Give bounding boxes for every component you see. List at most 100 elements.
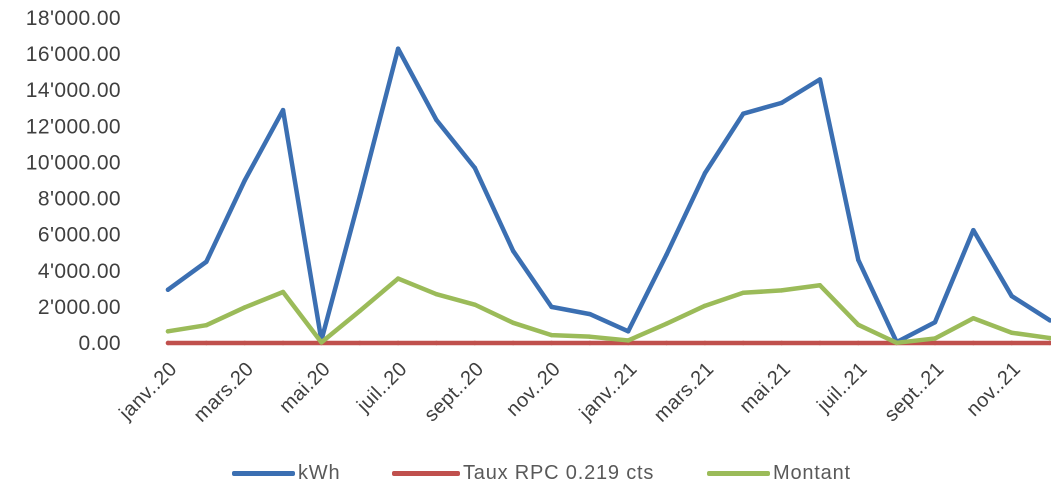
data-point-kwh xyxy=(664,252,669,257)
y-tick-label: 18'000.00 xyxy=(26,7,121,30)
data-point-kwh xyxy=(856,257,861,263)
data-point-taux-rpc-0-219-cts xyxy=(779,340,784,346)
y-tick-label: 4'000.00 xyxy=(38,260,121,283)
legend-label-montant: Montant xyxy=(773,461,851,484)
data-point-montant xyxy=(741,290,746,295)
y-tick-label: 8'000.00 xyxy=(38,188,121,211)
data-point-taux-rpc-0-219-cts xyxy=(280,340,286,346)
data-point-kwh xyxy=(779,100,784,106)
x-tick-label: mars.20 xyxy=(190,358,259,427)
data-point-montant xyxy=(1009,330,1014,335)
data-point-kwh xyxy=(817,77,823,82)
y-tick-label: 0.00 xyxy=(79,332,121,355)
data-point-montant xyxy=(971,316,976,321)
data-point-montant xyxy=(510,320,516,326)
data-point-montant xyxy=(817,283,823,288)
legend: kWh Taux RPC 0.219 cts Montant xyxy=(0,458,1051,488)
data-point-kwh xyxy=(204,259,209,264)
data-point-kwh xyxy=(702,171,708,176)
y-tick-label: 6'000.00 xyxy=(38,224,121,247)
data-point-montant xyxy=(357,308,362,314)
data-point-taux-rpc-0-219-cts xyxy=(664,340,669,346)
data-point-montant xyxy=(587,334,593,339)
x-tick-label: juil..20 xyxy=(352,358,411,417)
data-point-kwh xyxy=(932,320,938,325)
data-point-kwh xyxy=(165,287,171,292)
data-point-taux-rpc-0-219-cts xyxy=(587,340,593,346)
data-point-montant xyxy=(434,291,439,297)
data-point-taux-rpc-0-219-cts xyxy=(856,340,861,346)
legend-label-taux-rpc: Taux RPC 0.219 cts xyxy=(463,461,655,484)
legend-swatch-kwh xyxy=(232,470,295,476)
x-tick-label: sept..21 xyxy=(880,358,948,426)
data-point-montant xyxy=(894,340,899,345)
data-point-taux-rpc-0-219-cts xyxy=(434,340,439,346)
data-point-kwh xyxy=(549,304,554,310)
data-point-taux-rpc-0-219-cts xyxy=(395,340,401,346)
x-tick-label: mai.21 xyxy=(735,358,795,418)
data-point-montant xyxy=(472,302,477,307)
data-point-montant xyxy=(280,289,286,295)
data-point-montant xyxy=(664,321,669,326)
data-point-kwh xyxy=(741,111,746,116)
data-point-kwh xyxy=(434,117,439,123)
legend-swatch-taux-rpc xyxy=(392,470,460,476)
legend-item-kwh: kWh xyxy=(232,458,340,488)
x-tick-label: mai.20 xyxy=(275,358,335,418)
line-chart: 0.00 2'000.00 4'000.00 6'000.00 8'000.00 10'0… xyxy=(26,7,1051,427)
data-point-kwh xyxy=(510,248,516,254)
data-point-taux-rpc-0-219-cts xyxy=(1047,340,1051,346)
data-point-taux-rpc-0-219-cts xyxy=(702,340,708,346)
data-point-taux-rpc-0-219-cts xyxy=(204,340,209,346)
data-point-taux-rpc-0-219-cts xyxy=(242,340,247,346)
data-point-kwh xyxy=(472,165,477,171)
data-point-taux-rpc-0-219-cts xyxy=(932,340,938,346)
y-tick-label: 10'000.00 xyxy=(26,151,121,174)
data-point-montant xyxy=(1047,335,1051,341)
y-tick-label: 12'000.00 xyxy=(26,115,121,138)
data-point-taux-rpc-0-219-cts xyxy=(741,340,746,346)
data-point-taux-rpc-0-219-cts xyxy=(1009,340,1014,346)
data-point-taux-rpc-0-219-cts xyxy=(165,340,171,346)
data-point-kwh xyxy=(357,194,362,199)
data-point-montant xyxy=(242,305,247,310)
x-tick-label: janv..21 xyxy=(575,358,642,425)
data-point-kwh xyxy=(626,329,631,334)
data-point-kwh xyxy=(242,178,247,183)
data-point-kwh xyxy=(1047,318,1051,323)
data-point-montant xyxy=(319,340,324,345)
y-axis-labels: 0.00 2'000.00 4'000.00 6'000.00 8'000.00 10'0… xyxy=(26,7,121,355)
data-point-taux-rpc-0-219-cts xyxy=(817,340,823,346)
data-point-kwh xyxy=(395,46,401,51)
data-point-taux-rpc-0-219-cts xyxy=(971,340,976,346)
data-point-montant xyxy=(702,303,708,309)
series-line-kwh xyxy=(165,46,1051,345)
y-tick-label: 16'000.00 xyxy=(26,43,121,66)
data-point-montant xyxy=(165,329,171,334)
data-point-taux-rpc-0-219-cts xyxy=(472,340,477,346)
data-point-taux-rpc-0-219-cts xyxy=(357,340,362,346)
data-point-montant xyxy=(856,322,861,328)
x-tick-label: sept..20 xyxy=(420,358,488,426)
data-point-kwh xyxy=(1009,293,1014,299)
data-point-montant xyxy=(779,288,784,293)
x-axis-labels: janv..20 mars.20 mai.20 juil..20 sept..20 nov… xyxy=(115,358,1026,427)
x-tick-label: mars.21 xyxy=(650,358,719,427)
legend-swatch-montant xyxy=(707,470,770,476)
legend-label-kwh: kWh xyxy=(298,461,341,484)
x-tick-label: juil..21 xyxy=(812,358,871,417)
data-point-kwh xyxy=(280,107,286,113)
data-point-montant xyxy=(204,323,209,328)
x-tick-label: nov..20 xyxy=(502,358,565,421)
x-tick-label: janv..20 xyxy=(115,358,182,425)
legend-item-montant: Montant xyxy=(707,458,851,488)
plot-area xyxy=(165,46,1051,346)
series-line-montant xyxy=(165,276,1051,346)
y-tick-label: 14'000.00 xyxy=(26,79,121,102)
data-point-montant xyxy=(932,336,938,341)
data-point-kwh xyxy=(971,227,976,233)
y-tick-label: 2'000.00 xyxy=(38,296,121,319)
x-tick-label: nov..21 xyxy=(962,358,1025,421)
data-point-taux-rpc-0-219-cts xyxy=(510,340,516,346)
data-point-montant xyxy=(549,332,554,338)
